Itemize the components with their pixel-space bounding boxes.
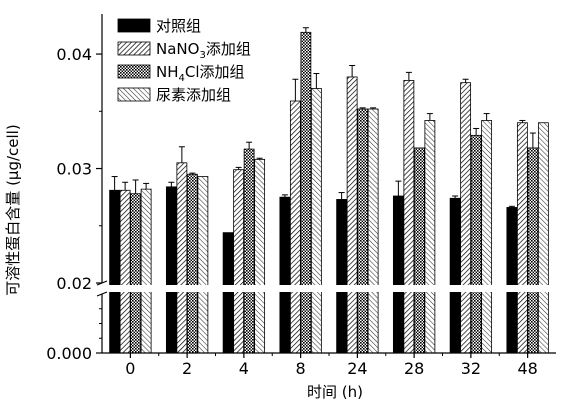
bar — [233, 169, 245, 354]
bar — [310, 88, 322, 354]
y-tick-label: 0.04 — [56, 45, 92, 64]
legend-swatch — [117, 18, 151, 33]
legend-swatch — [117, 41, 151, 56]
bar — [516, 122, 528, 354]
bar — [243, 148, 255, 354]
bar — [506, 207, 518, 354]
y-tick-label: 0.03 — [56, 160, 92, 179]
bar — [449, 197, 461, 354]
bar — [336, 199, 348, 354]
x-axis-title: 时间 (h) — [307, 383, 363, 401]
x-tick-label: 32 — [461, 359, 481, 378]
legend-swatch — [117, 87, 151, 102]
bar — [392, 195, 404, 354]
bar — [481, 120, 493, 354]
bar — [130, 193, 142, 354]
x-tick-label: 48 — [517, 359, 537, 378]
bar — [300, 31, 312, 354]
bar — [367, 108, 379, 354]
legend-label: 对照组 — [156, 17, 201, 35]
bar — [165, 186, 177, 354]
bar — [460, 82, 472, 354]
bar — [197, 176, 209, 354]
legend-label: NH4Cl添加组 — [156, 63, 245, 84]
y-tick-label: 0.02 — [56, 274, 92, 293]
bars-layer — [96, 27, 556, 354]
bar — [222, 232, 234, 354]
legend-label: 尿素添加组 — [156, 86, 231, 104]
bar — [254, 158, 266, 354]
bar — [119, 189, 131, 354]
bar — [470, 134, 482, 354]
x-tick-label: 2 — [182, 359, 192, 378]
bar — [527, 147, 539, 354]
bar — [424, 120, 436, 354]
legend-swatch — [117, 64, 151, 79]
x-tick-label: 8 — [296, 359, 306, 378]
x-tick-label: 24 — [347, 359, 367, 378]
bar — [109, 189, 121, 354]
x-tick-label: 0 — [125, 359, 135, 378]
bar — [279, 196, 291, 354]
bar — [289, 100, 301, 354]
axis-break-mark — [96, 291, 108, 297]
bar — [176, 162, 188, 354]
bar — [346, 76, 358, 354]
bar — [357, 108, 369, 354]
bar — [413, 147, 425, 354]
bar — [537, 122, 549, 354]
bar — [186, 173, 198, 354]
bar — [140, 188, 152, 354]
legend-label: NaNO3添加组 — [156, 40, 251, 61]
y-axis-title: 可溶性蛋白含量 (μg/cell) — [4, 124, 22, 295]
x-tick-label: 4 — [239, 359, 249, 378]
bar — [403, 79, 415, 354]
x-tick-label: 28 — [404, 359, 424, 378]
y-tick-label: 0.000 — [46, 344, 92, 363]
axis-break-band — [96, 285, 556, 292]
